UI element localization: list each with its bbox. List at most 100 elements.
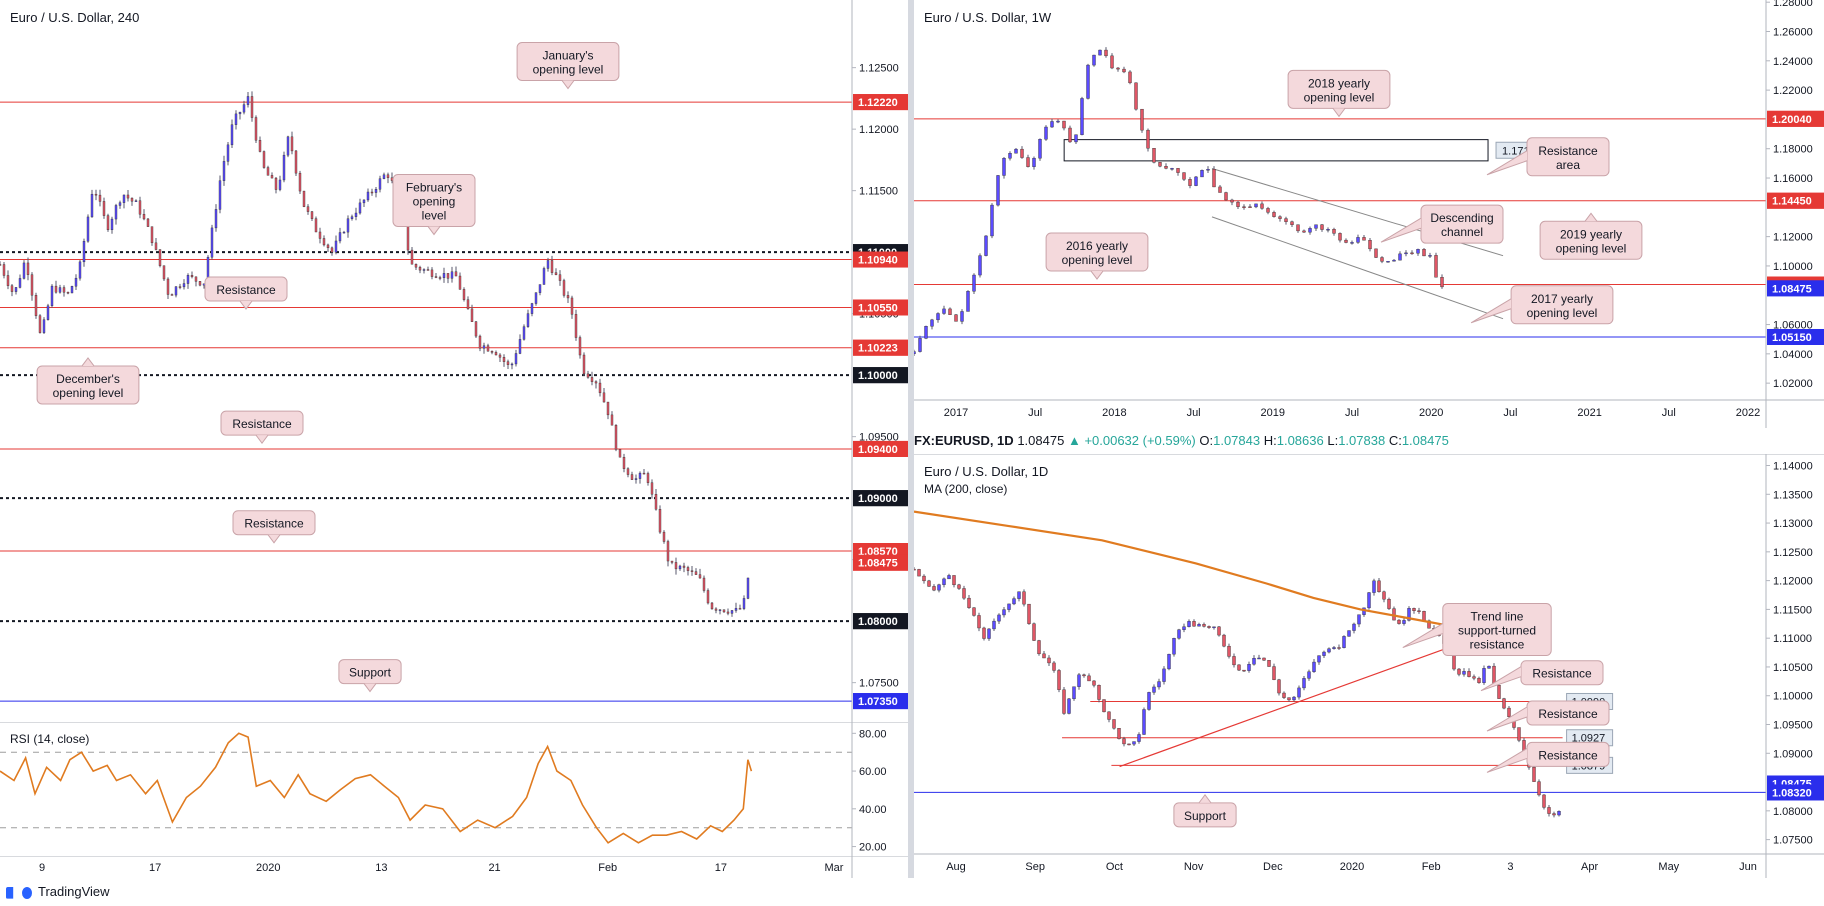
footer: TradingView: [0, 878, 1824, 906]
candle: [134, 200, 138, 202]
candle: [1507, 707, 1511, 718]
price-label-box: [853, 613, 908, 630]
candle: [1260, 203, 1264, 209]
candle: [706, 590, 710, 604]
candle: [1200, 170, 1204, 178]
time-tick-label: 2020: [1340, 861, 1364, 873]
candle: [522, 326, 526, 340]
callout-pointer: [1486, 706, 1528, 732]
candle: [1142, 709, 1146, 735]
callout-box: [1442, 603, 1552, 657]
candle: [1167, 653, 1171, 670]
candle: [186, 275, 190, 284]
price-label-box: [853, 490, 908, 507]
rsi-chart[interactable]: 80.00 60.00 40.00 20.00: [0, 722, 908, 856]
price-label: 1.08000: [858, 616, 898, 628]
callout-text: 2019 yearly: [1560, 227, 1622, 241]
callout-text: Resistance: [1538, 144, 1598, 158]
h4-chart[interactable]: 1.122201.110001.109401.105501.102231.100…: [0, 0, 908, 722]
candle: [358, 202, 362, 214]
candle: [1122, 68, 1126, 73]
candle: [1104, 49, 1108, 57]
candle: [194, 276, 198, 282]
candle: [350, 216, 354, 219]
candle: [1128, 71, 1132, 84]
candle: [150, 226, 154, 244]
callout-pointer: [81, 357, 95, 367]
callout-pointer: [255, 434, 269, 444]
candle: [510, 363, 514, 366]
candle: [494, 352, 498, 356]
candle: [82, 240, 86, 263]
candle: [1517, 727, 1521, 741]
candle: [1097, 685, 1101, 700]
candle: [682, 565, 686, 568]
candle: [1007, 603, 1011, 610]
candle: [1302, 678, 1306, 689]
callout-text: Support: [349, 666, 392, 680]
candle: [997, 614, 1001, 622]
candle: [146, 218, 150, 227]
candle: [1332, 647, 1336, 649]
candle: [58, 287, 62, 293]
candle: [606, 401, 610, 416]
chart-panel-daily[interactable]: 1.084751.083201.09901.09271.08791.140001…: [914, 454, 1824, 878]
daily-chart[interactable]: 1.084751.083201.09901.09271.08791.140001…: [914, 454, 1824, 878]
candle: [1218, 186, 1222, 193]
candle: [486, 345, 490, 352]
price-label: 1.07350: [858, 696, 898, 708]
candle: [386, 174, 390, 178]
candle: [694, 571, 698, 575]
candle: [1402, 620, 1406, 624]
callout-text: January's: [543, 48, 594, 62]
candle: [1487, 665, 1491, 669]
candle: [1037, 640, 1041, 655]
candle: [1282, 692, 1286, 698]
candle: [90, 193, 94, 218]
candle: [1386, 261, 1390, 263]
callout-text: support-turned: [1458, 624, 1536, 638]
candle: [154, 242, 158, 250]
candle: [670, 560, 674, 563]
candle: [550, 260, 554, 273]
candle: [334, 240, 338, 253]
candle: [302, 190, 306, 207]
candle: [1427, 620, 1431, 629]
candle: [278, 179, 282, 190]
candle: [554, 272, 558, 275]
candle: [1068, 127, 1072, 143]
candle: [598, 382, 602, 394]
price-tick-label: 1.10500: [1773, 662, 1813, 674]
annotation-callout: Resistance: [220, 410, 304, 444]
candle: [1008, 153, 1012, 159]
candle: [294, 150, 298, 174]
up-triangle-icon: ▲: [1067, 433, 1081, 448]
chart-panel-h4[interactable]: 1.122201.110001.109401.105501.102231.100…: [0, 0, 908, 722]
candle: [306, 206, 310, 212]
callout-pointer: [239, 300, 253, 310]
candle: [1230, 199, 1234, 203]
candle: [242, 104, 246, 113]
tradingview-logo[interactable]: TradingView: [6, 884, 110, 899]
candle: [102, 201, 106, 216]
candle: [1362, 237, 1366, 241]
chart-panel-rsi[interactable]: 80.00 60.00 40.00 20.00 RSI (14, close): [0, 722, 908, 856]
annotation-callout: Resistance: [1486, 741, 1610, 773]
candle: [1344, 239, 1348, 243]
weekly-chart[interactable]: 1.200401.144501.087301.084751.051501.171…: [914, 0, 1824, 428]
price-label-box: [1767, 280, 1824, 297]
candle: [106, 215, 110, 231]
candle: [722, 609, 726, 613]
candle: [162, 265, 166, 280]
candle: [698, 574, 702, 579]
candle: [442, 273, 446, 278]
candle: [1557, 811, 1561, 816]
candle: [354, 212, 358, 217]
candle: [710, 602, 714, 610]
chart-panel-weekly[interactable]: 1.200401.144501.087301.084751.051501.171…: [914, 0, 1824, 428]
candle: [338, 232, 342, 242]
time-tick-label: Mar: [825, 862, 844, 874]
